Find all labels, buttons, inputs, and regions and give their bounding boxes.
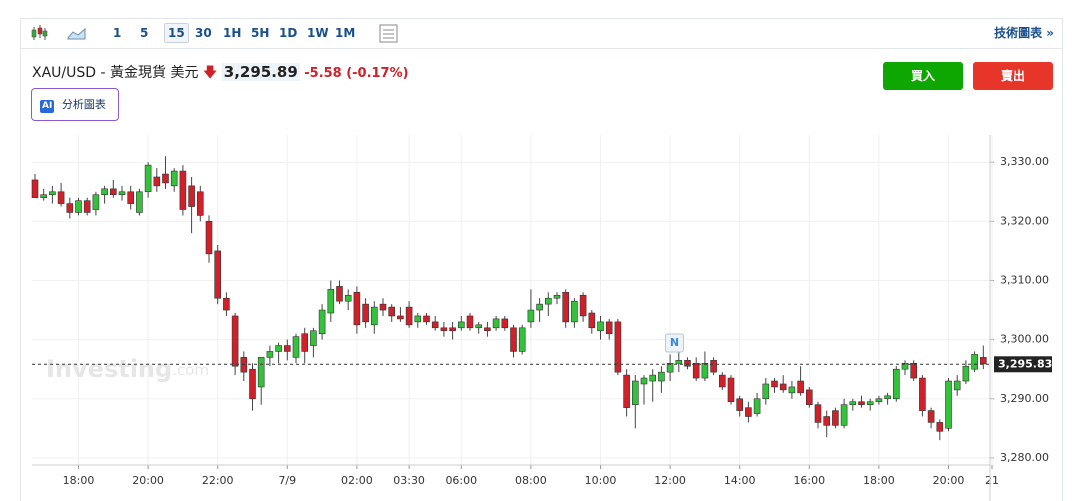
down-arrow: 🡇 [202, 65, 218, 81]
interval-button[interactable]: 30 [195, 26, 212, 40]
toolbar: 1 5 15 30 1H 5H 1D 1W 1M 技術圖表 » [20, 18, 1063, 49]
widget-frame [20, 18, 1063, 501]
analysis-button[interactable]: AI 分析圖表 [31, 88, 119, 121]
interval-button[interactable]: 15 [164, 23, 189, 43]
interval-button[interactable]: 5H [251, 26, 270, 40]
sell-button[interactable]: 賣出 [973, 62, 1053, 90]
price-change: -5.58 [304, 66, 342, 81]
interval-button[interactable]: 1D [279, 26, 298, 40]
settings-icon[interactable] [378, 23, 400, 45]
interval-button[interactable]: 1W [307, 26, 329, 40]
buy-button[interactable]: 買入 [883, 62, 963, 90]
ai-badge: AI [40, 100, 55, 113]
interval-button[interactable]: 1 [113, 26, 122, 40]
interval-button[interactable]: 1M [335, 26, 356, 40]
interval-button[interactable]: 5 [140, 26, 149, 40]
symbol: XAU/USD - 黃金現貨 美元 [32, 65, 199, 81]
interval-button[interactable]: 1H [223, 26, 242, 40]
chart-type-icons[interactable] [28, 18, 88, 48]
technical-chart-link[interactable]: 技術圖表 » [994, 26, 1054, 40]
price-change-pct: (-0.17%) [346, 66, 409, 81]
quote-line: XAU/USD - 黃金現貨 美元 🡇 3,295.89 -5.58 (-0.1… [32, 62, 409, 86]
last-price: 3,295.89 [221, 63, 300, 81]
analysis-label: 分析圖表 [61, 98, 106, 111]
